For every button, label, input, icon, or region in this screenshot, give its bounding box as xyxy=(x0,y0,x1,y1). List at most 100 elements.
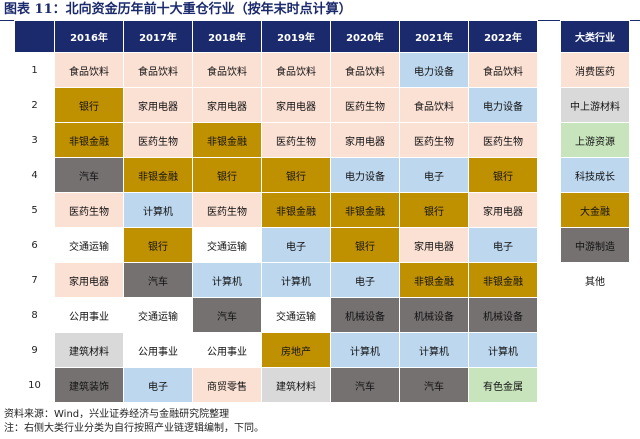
legend-item: 其他 xyxy=(560,262,630,298)
legend-item: 中游制造 xyxy=(560,227,630,263)
industry-cell: 医药生物 xyxy=(330,87,400,123)
rank-cell: 9 xyxy=(14,332,55,368)
industry-cell: 机械设备 xyxy=(330,297,400,333)
year-header: 2019年 xyxy=(261,20,331,53)
table-row: 8 公用事业 交通运输 汽车 交通运输 机械设备 机械设备 机械设备 xyxy=(14,297,538,333)
industry-cell: 建筑装饰 xyxy=(54,367,124,403)
table-row: 2 银行 家用电器 家用电器 家用电器 医药生物 食品饮料 电力设备 xyxy=(14,87,538,123)
table-row: 10 建筑装饰 电子 商贸零售 建筑材料 汽车 汽车 有色金属 xyxy=(14,367,538,403)
industry-cell: 食品饮料 xyxy=(261,52,331,88)
industry-cell: 机械设备 xyxy=(468,297,538,333)
industry-cell: 汽车 xyxy=(123,262,193,298)
industry-cell: 计算机 xyxy=(261,262,331,298)
footnotes: 资料来源：Wind，兴业证券经济与金融研究院整理 注：右侧大类行业分类为自行按照… xyxy=(4,408,264,436)
industry-cell: 汽车 xyxy=(399,367,469,403)
industry-cell: 家用电器 xyxy=(192,87,262,123)
industry-cell: 非银金融 xyxy=(330,192,400,228)
industry-cell: 医药生物 xyxy=(54,192,124,228)
rank-cell: 5 xyxy=(14,192,55,228)
industry-cell: 房地产 xyxy=(261,332,331,368)
rank-cell: 10 xyxy=(14,367,55,403)
industry-cell: 电子 xyxy=(123,367,193,403)
industry-cell: 医药生物 xyxy=(192,192,262,228)
legend-row: 中游制造 xyxy=(560,227,630,263)
industry-cell: 计算机 xyxy=(123,192,193,228)
industry-cell: 非银金融 xyxy=(399,262,469,298)
industry-cell: 电力设备 xyxy=(330,157,400,193)
industry-cell: 交通运输 xyxy=(54,227,124,263)
industry-cell: 医药生物 xyxy=(261,122,331,158)
industry-cell: 有色金属 xyxy=(468,367,538,403)
legend-row: 消费医药 xyxy=(560,52,630,88)
rank-cell: 7 xyxy=(14,262,55,298)
table-row: 9 建筑材料 公用事业 公用事业 房地产 计算机 计算机 计算机 xyxy=(14,332,538,368)
industry-cell: 交通运输 xyxy=(123,297,193,333)
figure-title: 图表 11：北向资金历年前十大重仓行业（按年末时点计算） xyxy=(4,2,352,17)
holdings-table: 2016年 2017年 2018年 2019年 2020年 2021年 2022… xyxy=(14,20,538,403)
table-row: 7 家用电器 汽车 计算机 计算机 电子 非银金融 非银金融 xyxy=(14,262,538,298)
year-header: 2017年 xyxy=(123,20,193,53)
legend-header: 大类行业 xyxy=(560,20,630,53)
rank-cell: 1 xyxy=(14,52,55,88)
table-row: 1 食品饮料 食品饮料 食品饮料 食品饮料 食品饮料 电力设备 食品饮料 xyxy=(14,52,538,88)
rank-cell: 6 xyxy=(14,227,55,263)
legend-item: 科技成长 xyxy=(560,157,630,193)
industry-cell: 食品饮料 xyxy=(123,52,193,88)
legend-row: 科技成长 xyxy=(560,157,630,193)
industry-cell: 食品饮料 xyxy=(192,52,262,88)
legend-row: 中上游材料 xyxy=(560,87,630,123)
industry-cell: 家用电器 xyxy=(261,87,331,123)
industry-cell: 交通运输 xyxy=(261,297,331,333)
industry-cell: 非银金融 xyxy=(468,262,538,298)
industry-cell: 非银金融 xyxy=(123,157,193,193)
year-header: 2021年 xyxy=(399,20,469,53)
year-header: 2018年 xyxy=(192,20,262,53)
table-body: 1 食品饮料 食品饮料 食品饮料 食品饮料 食品饮料 电力设备 食品饮料 2 银行 家用电器 家用电器… xyxy=(14,52,538,403)
industry-cell: 建筑材料 xyxy=(261,367,331,403)
industry-cell: 食品饮料 xyxy=(399,87,469,123)
legend-row: 上游资源 xyxy=(560,122,630,158)
rank-cell: 3 xyxy=(14,122,55,158)
industry-cell: 电子 xyxy=(261,227,331,263)
industry-cell: 银行 xyxy=(399,192,469,228)
industry-cell: 电子 xyxy=(468,227,538,263)
legend-row: 大金融 xyxy=(560,192,630,228)
industry-cell: 非银金融 xyxy=(54,122,124,158)
industry-cell: 医药生物 xyxy=(468,122,538,158)
industry-cell: 计算机 xyxy=(399,332,469,368)
table-row: 4 汽车 非银金融 银行 银行 电力设备 电子 银行 xyxy=(14,157,538,193)
legend-item: 中上游材料 xyxy=(560,87,630,123)
industry-cell: 食品饮料 xyxy=(330,52,400,88)
industry-cell: 银行 xyxy=(54,87,124,123)
industry-cell: 汽车 xyxy=(192,297,262,333)
classification-note: 注：右侧大类行业分类为自行按照产业链逻辑编制，下同。 xyxy=(4,423,264,434)
industry-cell: 电力设备 xyxy=(399,52,469,88)
industry-cell: 商贸零售 xyxy=(192,367,262,403)
industry-cell: 汽车 xyxy=(54,157,124,193)
industry-cell: 食品饮料 xyxy=(468,52,538,88)
industry-cell: 电力设备 xyxy=(468,87,538,123)
rank-cell: 2 xyxy=(14,87,55,123)
industry-cell: 非银金融 xyxy=(261,192,331,228)
industry-cell: 计算机 xyxy=(192,262,262,298)
industry-cell: 家用电器 xyxy=(468,192,538,228)
industry-cell: 非银金融 xyxy=(192,122,262,158)
industry-cell: 银行 xyxy=(330,227,400,263)
industry-cell: 电子 xyxy=(399,157,469,193)
header-row: 2016年 2017年 2018年 2019年 2020年 2021年 2022… xyxy=(14,20,538,53)
industry-cell: 公用事业 xyxy=(192,332,262,368)
industry-cell: 公用事业 xyxy=(123,332,193,368)
industry-cell: 银行 xyxy=(468,157,538,193)
table-row: 5 医药生物 计算机 医药生物 非银金融 非银金融 银行 家用电器 xyxy=(14,192,538,228)
industry-cell: 家用电器 xyxy=(330,122,400,158)
industry-cell: 机械设备 xyxy=(399,297,469,333)
legend-item: 消费医药 xyxy=(560,52,630,88)
table-row: 3 非银金融 医药生物 非银金融 医药生物 家用电器 医药生物 医药生物 xyxy=(14,122,538,158)
industry-cell: 电子 xyxy=(330,262,400,298)
industry-cell: 交通运输 xyxy=(192,227,262,263)
industry-cell: 银行 xyxy=(192,157,262,193)
industry-cell: 家用电器 xyxy=(54,262,124,298)
industry-cell: 银行 xyxy=(261,157,331,193)
industry-cell: 银行 xyxy=(123,227,193,263)
year-header: 2020年 xyxy=(330,20,400,53)
